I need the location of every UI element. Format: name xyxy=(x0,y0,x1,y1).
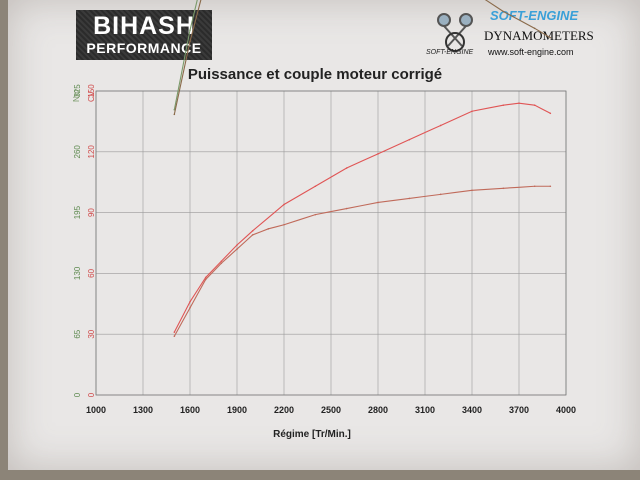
x-tick-label: 1900 xyxy=(227,405,247,415)
series-power-point xyxy=(439,193,442,196)
series-power-point xyxy=(236,248,238,250)
soft-engine-brand: SOFT-ENGINE xyxy=(490,8,578,23)
x-axis-label: Régime [Tr/Min.] xyxy=(273,429,351,440)
torque-unit-label: Nm xyxy=(72,89,81,102)
y-tick-label-nm: 0 xyxy=(73,392,82,397)
x-tick-label: 2200 xyxy=(274,405,294,415)
y-tick-label-cv: 90 xyxy=(87,208,96,217)
y-tick-label-cv: 120 xyxy=(87,145,96,159)
soft-engine-url: www.soft-engine.com xyxy=(487,47,574,57)
series-power-point xyxy=(502,104,505,106)
series-power-point xyxy=(345,207,348,210)
series-power-point xyxy=(220,260,223,263)
series-torque-point xyxy=(502,10,505,13)
series-power-point xyxy=(533,185,536,188)
y-tick-label-nm: 325 xyxy=(73,84,82,98)
y-tick-label-cv: 0 xyxy=(87,392,96,397)
series-power-point xyxy=(345,167,348,169)
chart-grid xyxy=(95,90,567,396)
y-tick-label-cv: 30 xyxy=(87,329,96,338)
series-power-point xyxy=(377,153,379,155)
soft-engine-emblem: SOFT-ENGINE SOFT-ENGINE DYNAMOMETERS www… xyxy=(426,8,594,57)
plot-frame xyxy=(95,90,567,396)
x-tick-label: 4000 xyxy=(556,405,576,415)
series-power-point xyxy=(204,276,207,279)
x-tick-label: 1000 xyxy=(86,405,106,415)
series-power-point xyxy=(283,203,285,206)
series-power-point xyxy=(251,234,254,236)
soft-engine-mark: SOFT-ENGINE xyxy=(426,49,474,56)
series-power-point xyxy=(204,278,207,281)
x-tick-label: 2800 xyxy=(368,405,388,415)
x-tick-label: 3100 xyxy=(415,405,435,415)
series-torque-point xyxy=(533,27,536,30)
y-tick-label-cv: 60 xyxy=(87,268,96,277)
dynamometers-label: DYNAMOMETERS xyxy=(484,28,594,43)
y-axis-ticks: 0 65 130 195 260 325 0 30 60 90 120 150 xyxy=(73,84,96,397)
logo-left-line1: BIHASH xyxy=(93,12,195,40)
series-power-point xyxy=(173,331,176,333)
series-torque-line xyxy=(173,0,551,115)
y-tick-label-nm: 130 xyxy=(73,266,82,280)
series-power-point xyxy=(471,189,473,192)
soft-engine-logo: SOFT-ENGINE SOFT-ENGINE DYNAMOMETERS www… xyxy=(426,6,626,62)
series-torque-point xyxy=(189,40,191,43)
series-power-line xyxy=(173,102,551,333)
series-power-point xyxy=(220,262,223,265)
series-power-point xyxy=(408,138,411,141)
series-torque-point xyxy=(189,29,191,32)
logo-left-line2: PERFORMANCE xyxy=(86,40,202,56)
series-power-point xyxy=(267,228,270,230)
series-power-point xyxy=(408,197,411,200)
series-power-point xyxy=(283,223,285,226)
chart-title: Puissance et couple moteur corrigé xyxy=(188,66,442,83)
x-tick-label: 1300 xyxy=(133,405,153,415)
series-power-point xyxy=(314,185,317,188)
series-power-point xyxy=(236,244,238,246)
series-power-point xyxy=(471,110,473,113)
x-tick-label: 3400 xyxy=(462,405,482,415)
series-power-line xyxy=(173,185,551,337)
series-power-point xyxy=(377,201,379,204)
x-tick-label: 3700 xyxy=(509,405,529,415)
series-torque-line xyxy=(173,0,198,110)
y-tick-label-nm: 65 xyxy=(73,329,82,338)
series-torque-point xyxy=(549,36,552,39)
dyno-sheet xyxy=(8,0,640,470)
series-power-point xyxy=(549,185,552,188)
series-power-point xyxy=(189,300,191,303)
x-tick-label: 2500 xyxy=(321,405,341,415)
chart-series xyxy=(173,0,552,338)
series-power-point xyxy=(502,187,505,190)
y-tick-label-cv: 150 xyxy=(87,84,96,98)
crossed-pistons-icon xyxy=(437,13,473,52)
y-tick-label-nm: 260 xyxy=(73,145,82,159)
y-tick-label-nm: 195 xyxy=(73,205,82,219)
power-unit-label: CV xyxy=(87,90,96,102)
series-power-point xyxy=(518,102,520,104)
x-tick-label: 1600 xyxy=(180,405,200,415)
series-power-point xyxy=(549,112,552,115)
series-power-point xyxy=(251,230,254,232)
series-power-point xyxy=(173,335,176,338)
series-power-point xyxy=(314,213,317,216)
series-power-point xyxy=(439,124,442,127)
x-axis-ticks: 1000 1300 1600 1900 2200 2500 2800 3100 3400 3700… xyxy=(86,405,576,415)
series-power-point xyxy=(189,307,191,309)
series-power-point xyxy=(533,104,536,106)
series-torque-point xyxy=(173,113,176,116)
